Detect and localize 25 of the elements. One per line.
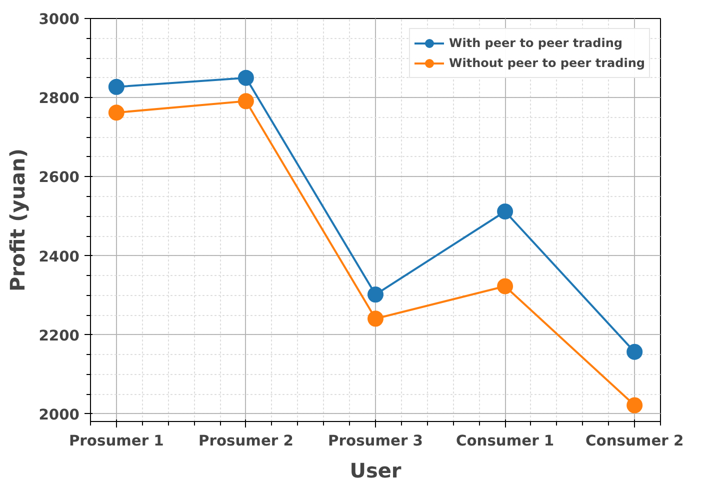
x-tick-label: Prosumer 3 <box>328 432 423 450</box>
x-tick-label: Prosumer 1 <box>68 432 164 450</box>
y-tick-label: 2200 <box>38 327 80 344</box>
point <box>626 397 643 414</box>
point <box>497 204 514 220</box>
x-tick-label: Prosumer 2 <box>198 432 294 450</box>
x-tick-label: Consumer 1 <box>456 432 554 450</box>
y-tick-label: 2400 <box>38 248 80 266</box>
y-tick-label: 2000 <box>38 406 80 424</box>
point <box>368 310 384 327</box>
y-tick-label: 3000 <box>38 11 80 28</box>
legend-label: Without peer to peer trading <box>448 56 645 70</box>
y-tick-label: 2600 <box>38 169 80 186</box>
y-axis-title: Profit (yuan) <box>6 148 30 292</box>
x-tick-label: Consumer 2 <box>586 432 684 450</box>
legend-label: With peer to peer trading <box>448 36 622 50</box>
x-axis-title: User <box>350 458 402 482</box>
point <box>368 286 384 303</box>
point <box>238 93 254 110</box>
point <box>497 278 514 294</box>
point <box>238 70 254 86</box>
point <box>626 344 643 360</box>
point <box>108 78 124 95</box>
point <box>108 104 124 121</box>
y-tick-label: 2800 <box>38 90 80 108</box>
